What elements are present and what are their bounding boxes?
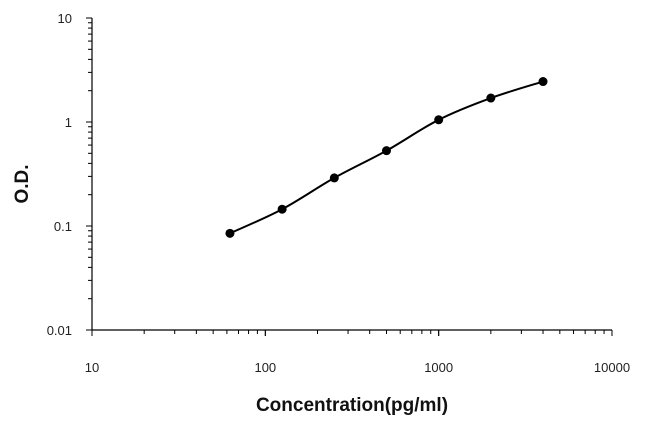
data-point [225, 228, 235, 238]
y-axis-title: O.D. [12, 164, 33, 203]
data-point [277, 204, 287, 214]
x-axis-title: Concentration(pg/ml) [256, 395, 448, 416]
y-tick-label: 10 [58, 11, 72, 26]
data-point [329, 173, 339, 183]
data-point [434, 115, 444, 125]
y-tick-label: 0.01 [47, 323, 72, 338]
x-tick-label: 10000 [594, 360, 630, 375]
data-point [486, 93, 496, 103]
x-tick-labels: 10 100 1000 10000 [85, 360, 630, 375]
axes [91, 18, 612, 331]
plot-series [225, 77, 548, 238]
y-tick-labels: 0.01 0.1 1 10 [47, 11, 72, 338]
axis-ticks [86, 17, 613, 336]
y-tick-label: 0.1 [54, 219, 72, 234]
data-point [381, 146, 391, 156]
data-point [538, 77, 548, 87]
x-tick-label: 100 [254, 360, 276, 375]
x-tick-label: 1000 [424, 360, 453, 375]
y-tick-label: 1 [65, 115, 72, 130]
series-line [229, 80, 544, 235]
x-tick-label: 10 [85, 360, 99, 375]
